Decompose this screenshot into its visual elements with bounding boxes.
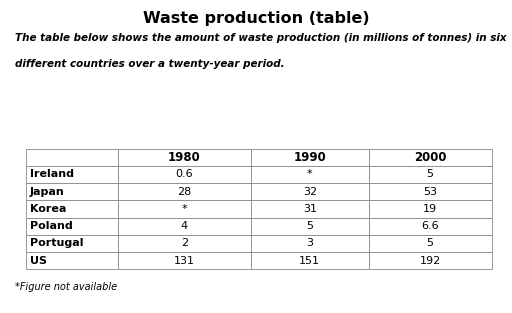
Text: different countries over a twenty-year period.: different countries over a twenty-year p… [15, 59, 285, 69]
Text: 2000: 2000 [414, 151, 446, 164]
Text: 3: 3 [306, 239, 313, 248]
Text: 5: 5 [306, 221, 313, 231]
Text: 0.6: 0.6 [176, 170, 193, 179]
Text: 131: 131 [174, 256, 195, 265]
Text: 19: 19 [423, 204, 437, 214]
Text: 53: 53 [423, 187, 437, 197]
Text: Waste production (table): Waste production (table) [143, 11, 369, 26]
Text: *: * [307, 170, 312, 179]
Text: 32: 32 [303, 187, 317, 197]
Text: Korea: Korea [30, 204, 66, 214]
Text: Portugal: Portugal [30, 239, 83, 248]
Text: 4: 4 [181, 221, 188, 231]
Text: 6.6: 6.6 [421, 221, 439, 231]
Text: 31: 31 [303, 204, 317, 214]
Text: US: US [30, 256, 47, 265]
Text: 1980: 1980 [168, 151, 201, 164]
Text: 1990: 1990 [293, 151, 326, 164]
Text: 5: 5 [426, 239, 434, 248]
Text: Ireland: Ireland [30, 170, 74, 179]
Text: 192: 192 [419, 256, 441, 265]
Text: Poland: Poland [30, 221, 72, 231]
Text: 28: 28 [177, 187, 191, 197]
Text: The table below shows the amount of waste production (in millions of tonnes) in : The table below shows the amount of wast… [15, 33, 507, 43]
Text: 5: 5 [426, 170, 434, 179]
Text: *: * [182, 204, 187, 214]
Text: 151: 151 [299, 256, 321, 265]
Text: *Figure not available: *Figure not available [15, 282, 117, 292]
Text: 2: 2 [181, 239, 188, 248]
Text: Japan: Japan [30, 187, 65, 197]
